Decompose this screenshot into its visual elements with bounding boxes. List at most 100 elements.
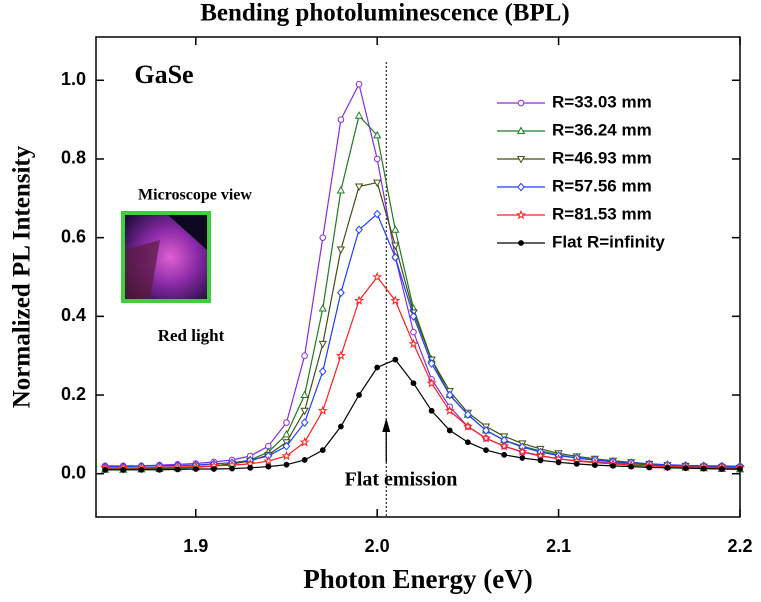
- data-marker: [718, 466, 725, 472]
- data-marker: [354, 111, 364, 119]
- data-marker: [300, 418, 309, 427]
- data-marker: [281, 450, 292, 461]
- data-marker: [410, 328, 417, 336]
- data-marker: [517, 446, 528, 456]
- data-marker: [282, 441, 291, 451]
- data-marker: [300, 390, 309, 399]
- data-marker: [247, 464, 254, 471]
- data-marker: [499, 440, 510, 451]
- data-marker: [444, 405, 455, 415]
- data-marker: [373, 155, 381, 163]
- legend-marker: [517, 182, 525, 192]
- series-line: [105, 358, 740, 471]
- legend-label: R=46.93 mm: [552, 148, 652, 167]
- data-marker: [336, 185, 346, 194]
- data-marker: [501, 451, 508, 458]
- chart-title: Bending photoluminescence (BPL): [200, 0, 569, 27]
- data-marker: [174, 466, 181, 473]
- arrow-head: [382, 418, 391, 432]
- legend-marker: [516, 209, 526, 220]
- data-marker: [355, 80, 363, 88]
- legend-marker: [517, 99, 525, 107]
- legend-marker: [516, 156, 526, 164]
- inset-caption: Red light: [158, 326, 225, 345]
- y-tick-label: 0.2: [61, 384, 86, 404]
- y-tick-label: 1.0: [61, 69, 86, 89]
- data-marker: [283, 419, 290, 426]
- data-marker: [391, 252, 400, 262]
- data-marker: [138, 466, 145, 473]
- data-marker: [646, 464, 653, 471]
- data-marker: [373, 130, 382, 139]
- data-marker: [318, 367, 327, 376]
- plot-frame: [95, 36, 741, 518]
- data-marker: [301, 457, 308, 463]
- x-tick-label: 1.9: [183, 536, 208, 556]
- data-marker: [483, 447, 489, 454]
- legend-marker: [518, 240, 524, 246]
- data-marker: [591, 462, 598, 468]
- data-marker: [390, 295, 401, 305]
- data-marker: [317, 405, 328, 415]
- data-marker: [408, 338, 419, 349]
- data-marker: [265, 463, 272, 470]
- data-marker: [192, 466, 199, 472]
- data-marker: [535, 450, 546, 460]
- data-marker: [445, 390, 454, 400]
- data-marker: [354, 183, 364, 192]
- data-marker: [555, 459, 562, 466]
- data-marker: [318, 303, 327, 312]
- data-marker: [318, 340, 327, 349]
- data-marker: [337, 288, 345, 298]
- data-marker: [319, 234, 327, 241]
- data-marker: [391, 225, 400, 233]
- data-marker: [299, 437, 310, 447]
- data-marker: [628, 463, 635, 470]
- data-marker: [537, 457, 544, 464]
- y-axis-label: Normalized PL Intensity: [9, 145, 36, 408]
- data-marker: [373, 179, 382, 188]
- data-marker: [426, 378, 437, 388]
- y-tick-label: 0.0: [61, 462, 86, 482]
- data-marker: [372, 271, 383, 282]
- data-marker: [102, 466, 108, 473]
- data-marker: [427, 359, 436, 368]
- data-marker: [409, 311, 418, 321]
- data-marker: [374, 364, 381, 371]
- inset-shadow: [125, 240, 160, 299]
- data-marker: [319, 447, 326, 454]
- legend-label: R=57.56 mm: [552, 176, 652, 195]
- inset-caption: Microscope view: [138, 187, 252, 204]
- data-marker: [354, 295, 365, 305]
- data-marker: [682, 465, 689, 472]
- data-marker: [263, 455, 274, 466]
- data-marker: [156, 466, 163, 473]
- data-marker: [355, 225, 363, 235]
- legend-label: R=36.24 mm: [552, 120, 652, 139]
- sample-label: GaSe: [134, 60, 193, 89]
- data-marker: [373, 209, 382, 219]
- data-marker: [392, 356, 399, 363]
- data-marker: [356, 392, 362, 398]
- data-marker: [335, 350, 346, 360]
- data-marker: [464, 439, 471, 446]
- x-tick-label: 2.1: [546, 536, 571, 556]
- x-tick-label: 2.2: [727, 536, 752, 556]
- data-marker: [300, 407, 309, 416]
- data-marker: [573, 460, 580, 467]
- data-marker: [519, 455, 526, 461]
- legend-label: R=33.03 mm: [552, 92, 652, 111]
- data-marker: [211, 466, 217, 472]
- data-marker: [700, 465, 707, 472]
- y-tick-label: 0.8: [61, 148, 86, 168]
- data-marker: [337, 116, 345, 123]
- data-marker: [282, 429, 291, 438]
- arrow-label: Flat emission: [345, 469, 458, 491]
- data-marker: [301, 352, 308, 359]
- y-tick-label: 0.4: [61, 305, 86, 325]
- data-marker: [464, 410, 472, 420]
- data-marker: [664, 464, 671, 471]
- data-marker: [229, 465, 235, 472]
